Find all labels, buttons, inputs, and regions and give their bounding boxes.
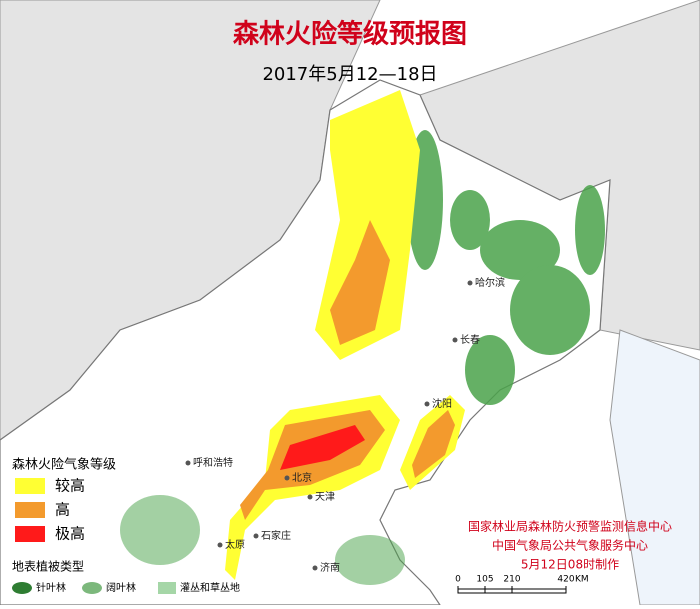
city-label: 石家庄: [261, 529, 291, 542]
subtitle: 2017年5月12—18日: [262, 64, 437, 85]
city-dot: [217, 542, 223, 548]
zone-higher: [330, 220, 390, 345]
fire-zones: [225, 90, 465, 580]
legend-swatch: [15, 526, 45, 542]
legend-label: 高: [55, 501, 70, 519]
city-label: 天津: [315, 491, 335, 503]
city-label: 长春: [460, 334, 480, 346]
legend-swatch: [15, 502, 45, 518]
scale-bar: KM 0 105 210 420: [455, 575, 589, 594]
vegetation-label: 灌丛和草丛地: [180, 581, 240, 594]
forest-patch: [575, 185, 605, 275]
scale-label: 105: [476, 575, 493, 585]
vegetation-icon: [158, 582, 176, 594]
legend-label: 较高: [55, 477, 85, 495]
city-dot: [307, 494, 313, 500]
scale-label: 0: [455, 575, 461, 585]
credit: 国家林业局森林防火预警监测信息中心: [468, 519, 672, 534]
city-label: 太原: [225, 538, 245, 551]
city-dot: [467, 280, 473, 286]
vegetation-icon: [82, 582, 102, 594]
city-dot: [284, 475, 290, 481]
vegetation-label: 针叶林: [36, 581, 66, 594]
forest-patch: [480, 220, 560, 280]
vegetation-icon: [12, 582, 32, 594]
city-dot: [452, 337, 458, 343]
credit: 中国气象局公共气象服务中心: [492, 538, 648, 553]
credit: 5月12日08时制作: [521, 558, 619, 572]
zone-highest: [280, 425, 365, 470]
forest-patch: [335, 535, 405, 585]
legend-swatch: [15, 478, 45, 494]
scale-label: 420: [557, 575, 574, 585]
city-dot: [424, 401, 430, 407]
forest-patch: [465, 335, 515, 405]
legend-label: 极高: [55, 525, 85, 543]
vegetation-label: 阔叶林: [106, 581, 136, 594]
city-dot: [253, 533, 259, 539]
zone-higher: [412, 410, 455, 478]
city-label: 哈尔滨: [475, 276, 505, 289]
city-label: 呼和浩特: [193, 457, 233, 469]
city-label: 沈阳: [432, 397, 452, 410]
scale-unit: KM: [575, 575, 589, 585]
forest-patch: [120, 495, 200, 565]
scale-label: 210: [503, 575, 520, 585]
cities: 哈尔滨 长春 沈阳 呼和浩特 北京 天津 石家庄 太原 济南: [185, 276, 505, 574]
city-dot: [312, 565, 318, 571]
vegetation-title: 地表植被类型: [12, 559, 84, 574]
city-label: 济南: [320, 561, 340, 574]
forest-patch: [510, 265, 590, 355]
forest-patch: [450, 190, 490, 250]
city-dot: [185, 460, 191, 466]
legend-title: 森林火险气象等级: [12, 457, 116, 473]
city-label: 北京: [292, 471, 312, 484]
title: 森林火险等级预报图: [233, 19, 467, 50]
